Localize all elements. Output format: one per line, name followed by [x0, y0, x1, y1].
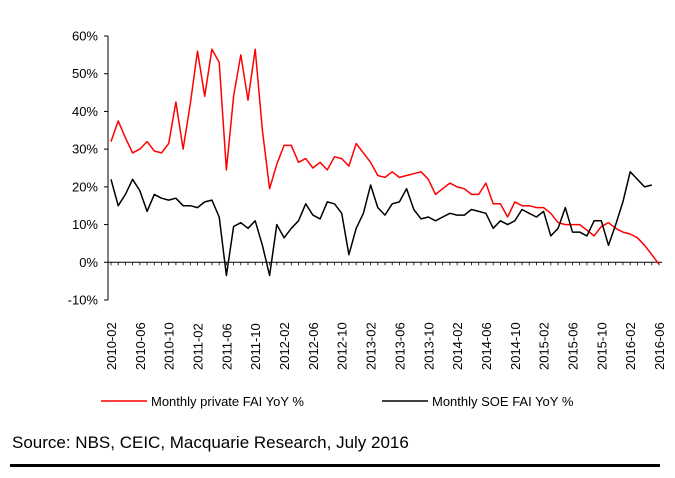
series-line-soe-fai: [110, 171, 652, 277]
x-tick-label: 2012-02: [277, 322, 292, 370]
x-tick-label: 2016-02: [623, 322, 638, 370]
x-tick-label: 2013-10: [421, 322, 436, 370]
series-line-private-fai: [110, 48, 660, 265]
y-tick-label: 40%: [72, 104, 98, 119]
y-tick-label: 10%: [72, 217, 98, 232]
series-layer: [110, 48, 660, 277]
x-tick-label: 2011-06: [219, 323, 234, 370]
x-tick-label: 2016-06: [652, 322, 667, 370]
y-tick-label: 20%: [72, 179, 98, 194]
x-tick-label: 2011-10: [248, 323, 263, 370]
x-tick-label: 2014-06: [479, 322, 494, 370]
x-tick-label: 2014-10: [508, 322, 523, 370]
x-tick-label: 2012-10: [335, 322, 350, 370]
x-tick-label: 2015-06: [565, 322, 580, 370]
source-note: Source: NBS, CEIC, Macquarie Research, J…: [12, 433, 409, 452]
x-tick-label: 2013-06: [392, 322, 407, 370]
bottom-rule: [10, 464, 660, 467]
legend-label: Monthly SOE FAI YoY %: [432, 394, 574, 409]
x-tick-label: 2014-02: [450, 322, 465, 370]
x-tick-label: 2015-10: [594, 322, 609, 370]
x-axis: 2010-02 2010-06 2010-10 2011-02 2011-06 2011-…: [104, 261, 667, 370]
y-tick-label: 0%: [79, 255, 98, 270]
y-tick-label: 60%: [72, 29, 98, 44]
y-tick-label: -10%: [68, 293, 99, 308]
x-tick-label: 2015-02: [537, 322, 552, 370]
y-tick-label: 50%: [72, 66, 98, 81]
chart: -10%0%10%20%30%40%50%60% 2010-02 2010-06 2…: [68, 29, 667, 410]
x-tick-label: 2010-06: [133, 322, 148, 370]
x-tick-label: 2010-02: [104, 322, 119, 370]
x-tick-label: 2012-06: [306, 322, 321, 370]
y-axis: -10% 0% 10% 20% 30% 40% 50% 60%: [68, 29, 109, 308]
x-tick-label: 2010-10: [162, 322, 177, 370]
x-tick-label: 2011-02: [191, 323, 206, 370]
x-tick-label: 2013-02: [364, 322, 379, 370]
legend: Monthly private FAI YoY % Monthly SOE FAI…: [101, 394, 574, 409]
y-tick-label: 30%: [72, 142, 98, 157]
legend-label: Monthly private FAI YoY %: [151, 394, 304, 409]
